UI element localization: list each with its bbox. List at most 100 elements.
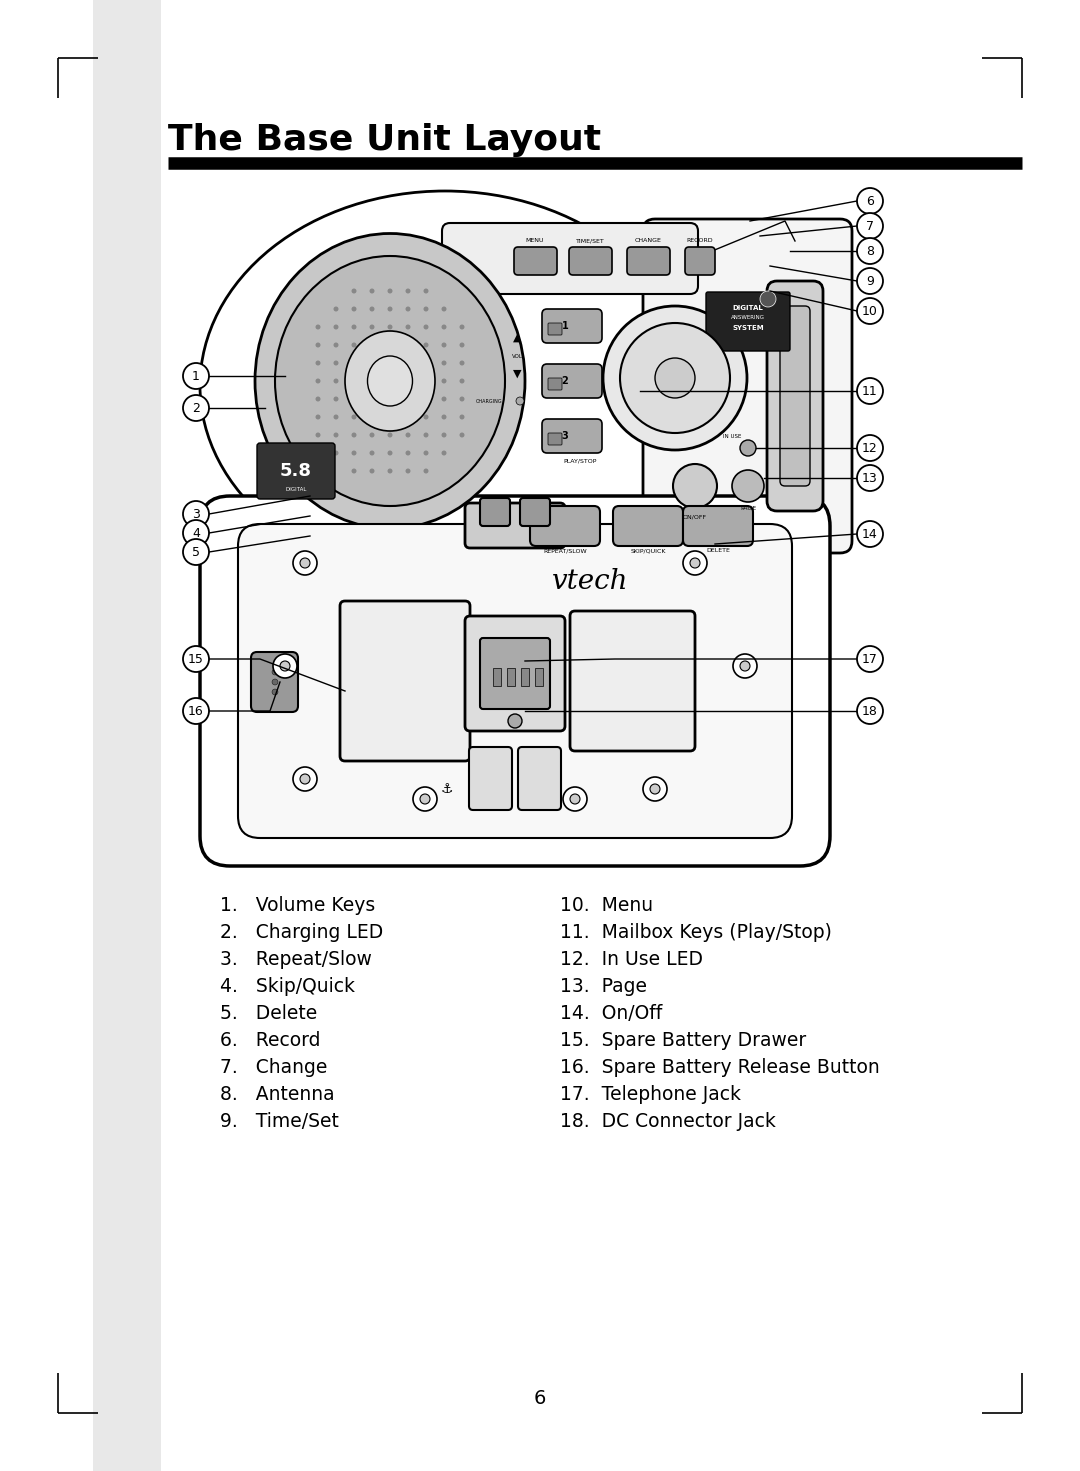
Circle shape <box>459 432 464 437</box>
Text: ON/OFF: ON/OFF <box>683 513 707 519</box>
Circle shape <box>643 777 667 802</box>
Circle shape <box>351 397 356 402</box>
Text: 12: 12 <box>862 441 878 455</box>
Circle shape <box>673 463 717 507</box>
Circle shape <box>442 360 446 365</box>
FancyBboxPatch shape <box>530 506 600 546</box>
Circle shape <box>369 325 375 330</box>
Text: CHANGE: CHANGE <box>635 238 661 243</box>
Ellipse shape <box>200 191 690 581</box>
Circle shape <box>388 306 392 312</box>
Circle shape <box>405 325 410 330</box>
Circle shape <box>293 766 318 791</box>
FancyBboxPatch shape <box>683 506 753 546</box>
Text: 6: 6 <box>866 194 874 207</box>
Circle shape <box>516 397 524 405</box>
FancyBboxPatch shape <box>465 616 565 731</box>
Circle shape <box>334 360 338 365</box>
Circle shape <box>858 268 883 294</box>
FancyBboxPatch shape <box>518 747 561 811</box>
Text: 1: 1 <box>192 369 200 382</box>
Text: vtech: vtech <box>552 568 629 594</box>
Circle shape <box>388 378 392 384</box>
Circle shape <box>293 552 318 575</box>
Text: 5.8: 5.8 <box>280 462 312 480</box>
Circle shape <box>388 288 392 294</box>
Circle shape <box>272 669 278 675</box>
Circle shape <box>423 450 429 456</box>
Circle shape <box>273 655 297 678</box>
Circle shape <box>315 343 321 347</box>
Circle shape <box>351 432 356 437</box>
Text: REPEAT/SLOW: REPEAT/SLOW <box>543 549 586 553</box>
Text: 9: 9 <box>866 275 874 287</box>
Circle shape <box>442 306 446 312</box>
Circle shape <box>423 325 429 330</box>
FancyBboxPatch shape <box>480 499 510 527</box>
Text: 4: 4 <box>192 527 200 540</box>
Circle shape <box>420 794 430 805</box>
Bar <box>521 668 529 685</box>
Circle shape <box>334 343 338 347</box>
Text: 1.   Volume Keys: 1. Volume Keys <box>220 896 375 915</box>
Circle shape <box>388 325 392 330</box>
FancyBboxPatch shape <box>480 638 550 709</box>
Circle shape <box>315 432 321 437</box>
Circle shape <box>423 415 429 419</box>
Circle shape <box>459 343 464 347</box>
Circle shape <box>334 325 338 330</box>
Circle shape <box>405 360 410 365</box>
Circle shape <box>388 468 392 474</box>
Circle shape <box>388 432 392 437</box>
FancyBboxPatch shape <box>613 506 683 546</box>
Circle shape <box>459 360 464 365</box>
Circle shape <box>858 299 883 324</box>
Circle shape <box>369 343 375 347</box>
FancyBboxPatch shape <box>780 306 810 485</box>
Circle shape <box>858 378 883 405</box>
Text: IN USE: IN USE <box>723 434 741 438</box>
Bar <box>492 668 501 685</box>
Circle shape <box>423 360 429 365</box>
Circle shape <box>334 378 338 384</box>
Circle shape <box>442 378 446 384</box>
Text: ANSWERING: ANSWERING <box>731 315 765 321</box>
Circle shape <box>423 397 429 402</box>
Circle shape <box>369 378 375 384</box>
Text: 9.   Time/Set: 9. Time/Set <box>220 1112 339 1131</box>
Circle shape <box>315 325 321 330</box>
FancyBboxPatch shape <box>251 652 298 712</box>
FancyBboxPatch shape <box>469 747 512 811</box>
FancyBboxPatch shape <box>706 293 789 352</box>
Circle shape <box>405 306 410 312</box>
Text: PLAY/STOP: PLAY/STOP <box>564 457 596 463</box>
Circle shape <box>423 288 429 294</box>
Text: 8.   Antenna: 8. Antenna <box>220 1086 335 1105</box>
Circle shape <box>459 415 464 419</box>
Circle shape <box>183 521 210 546</box>
Circle shape <box>740 660 750 671</box>
Circle shape <box>423 306 429 312</box>
Bar <box>93 0 161 1471</box>
FancyBboxPatch shape <box>685 247 715 275</box>
FancyBboxPatch shape <box>627 247 670 275</box>
Circle shape <box>351 343 356 347</box>
Text: DELETE: DELETE <box>706 549 730 553</box>
Circle shape <box>351 378 356 384</box>
Text: DIGITAL: DIGITAL <box>732 304 764 310</box>
FancyBboxPatch shape <box>340 602 470 761</box>
FancyBboxPatch shape <box>548 432 562 446</box>
Circle shape <box>183 699 210 724</box>
FancyBboxPatch shape <box>643 219 852 553</box>
Circle shape <box>351 288 356 294</box>
Text: 16: 16 <box>188 705 204 718</box>
Circle shape <box>351 360 356 365</box>
FancyBboxPatch shape <box>238 524 792 838</box>
Text: PAGE: PAGE <box>740 506 756 510</box>
Circle shape <box>603 306 747 450</box>
FancyBboxPatch shape <box>542 363 602 399</box>
Circle shape <box>388 360 392 365</box>
Circle shape <box>388 343 392 347</box>
FancyBboxPatch shape <box>542 419 602 453</box>
FancyBboxPatch shape <box>465 503 565 549</box>
